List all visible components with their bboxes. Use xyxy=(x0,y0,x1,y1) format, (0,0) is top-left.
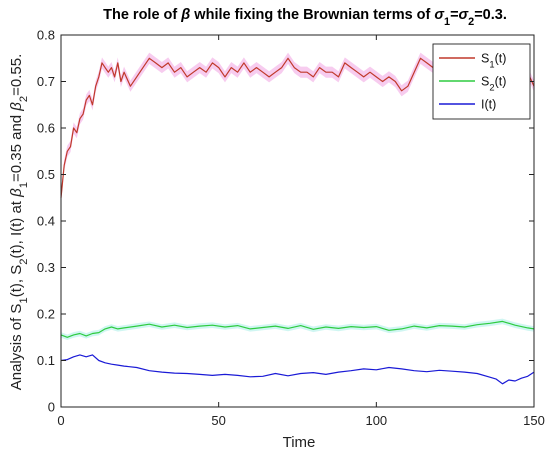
y-tick-label: 0.6 xyxy=(37,121,55,136)
text-part: I(t) xyxy=(481,98,496,112)
text-part: 2 xyxy=(18,96,30,102)
y-tick-label: 0.7 xyxy=(37,74,55,89)
text-part: (t), S xyxy=(8,265,25,298)
series-line-2 xyxy=(60,354,535,385)
text-part: =0.3. xyxy=(474,7,507,23)
text-part: 2 xyxy=(18,259,30,265)
series-band-1 xyxy=(61,318,534,341)
y-axis-title: Analysis of S1(t), S2(t), I(t) at β1=0.3… xyxy=(8,54,30,391)
text-part: 1 xyxy=(444,16,450,28)
text-part: β xyxy=(8,102,25,112)
y-tick-label: 0.1 xyxy=(37,353,55,368)
ticks: 0 50 100 150 0 0.1 0.2 0.3 0.4 0.5 0.6 0.7 0.8 xyxy=(37,28,545,429)
y-tick-label: 0 xyxy=(48,400,55,415)
legend-label-0: S1(t) xyxy=(481,52,506,70)
text-part: β xyxy=(8,188,25,198)
x-tick-label: 100 xyxy=(365,413,387,428)
text-part: while fixing the Brownian terms of xyxy=(190,7,434,23)
text-part: β xyxy=(180,7,190,23)
text-part: 2 xyxy=(468,16,474,28)
text-part: 1 xyxy=(18,297,30,303)
x-tick-label: 50 xyxy=(211,413,225,428)
x-axis-title: Time xyxy=(283,434,316,451)
text-part: (t), I(t) at xyxy=(8,197,25,259)
text-part: σ xyxy=(459,7,470,23)
chart-title: The role of β while fixing the Brownian … xyxy=(103,7,507,28)
y-tick-label: 0.3 xyxy=(37,260,55,275)
y-tick-label: 0.8 xyxy=(37,28,55,43)
text-part: 1 xyxy=(489,60,494,70)
text-part: =0.35 and xyxy=(8,111,25,182)
text-part: (t) xyxy=(495,52,507,66)
text-part: Analysis of S xyxy=(8,304,25,391)
y-tick-label: 0.4 xyxy=(37,214,55,229)
text-part: = xyxy=(450,7,458,23)
text-part: 2 xyxy=(489,83,494,93)
legend-label-1: S2(t) xyxy=(481,75,506,93)
text-part: The role of xyxy=(103,7,181,23)
legend-label-2: I(t) xyxy=(481,98,496,112)
text-part: (t) xyxy=(495,75,507,89)
text-part: S xyxy=(481,75,489,89)
y-tick-label: 0.2 xyxy=(37,307,55,322)
legend: S1(t)S2(t)I(t) xyxy=(432,43,531,120)
series-line-1 xyxy=(60,320,535,338)
text-part: =0.55. xyxy=(8,54,25,96)
x-tick-label: 150 xyxy=(523,413,545,428)
x-tick-label: 0 xyxy=(57,413,64,428)
text-part: 1 xyxy=(18,182,30,188)
text-part: S xyxy=(481,52,489,66)
text-part: σ xyxy=(434,7,445,23)
y-tick-label: 0.5 xyxy=(37,167,55,182)
